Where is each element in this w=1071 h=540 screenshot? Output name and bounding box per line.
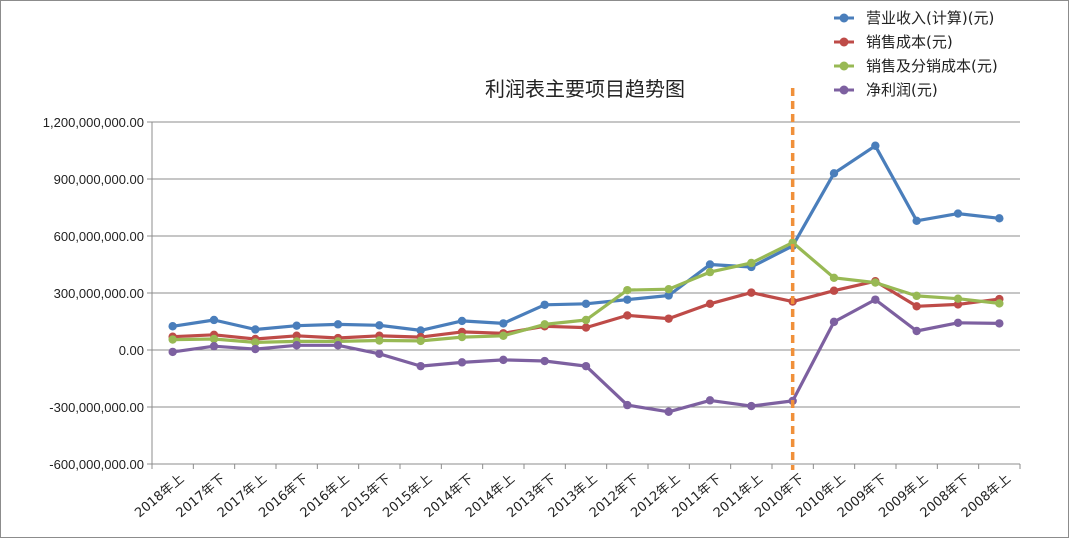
data-point: [747, 258, 756, 268]
data-point: [416, 326, 425, 335]
data-point: [581, 299, 591, 309]
data-point: [168, 322, 177, 331]
data-point: [581, 315, 591, 325]
data-point: [705, 396, 715, 405]
data-point: [623, 400, 632, 410]
legend-entry: 净利润(元): [866, 81, 938, 99]
data-point: [251, 344, 260, 354]
data-point: [375, 349, 384, 358]
data-point: [664, 291, 673, 300]
data-point: [623, 285, 632, 295]
data-point: [581, 323, 591, 332]
data-point: [912, 302, 921, 311]
data-point: [499, 319, 508, 328]
data-point: [953, 209, 963, 218]
data-point: [499, 331, 508, 340]
data-point: [623, 295, 632, 304]
legend-entry: 销售及分销成本(元): [866, 57, 998, 75]
data-point: [995, 299, 1004, 308]
legend-entry: 销售成本(元): [866, 33, 953, 51]
y-tick-label: 1,200,000,000.00: [43, 115, 144, 130]
data-point: [664, 285, 673, 294]
data-point: [705, 267, 715, 277]
data-point: [871, 278, 880, 287]
data-point: [540, 320, 549, 329]
data-point: [829, 317, 839, 327]
y-tick-label: 900,000,000.00: [54, 172, 144, 187]
data-point: [829, 169, 839, 178]
data-point: [747, 288, 756, 297]
data-point: [747, 401, 756, 411]
data-point: [581, 361, 591, 371]
data-point: [209, 315, 219, 325]
data-point: [375, 336, 384, 345]
data-point: [540, 300, 549, 309]
data-point: [912, 216, 921, 225]
data-point: [457, 332, 467, 342]
data-point: [540, 356, 549, 366]
data-point: [168, 347, 177, 357]
data-point: [251, 325, 260, 334]
data-point: [251, 338, 260, 347]
y-tick-label: 0.00: [119, 343, 144, 358]
data-point: [333, 320, 343, 329]
series-lines: [168, 141, 1004, 416]
data-point: [912, 326, 921, 336]
x-axis-tick-labels: 2018年上2017年下2017年上2016年下2016年上2015年下2015…: [132, 472, 1014, 521]
data-point: [953, 318, 963, 328]
data-point: [292, 341, 301, 350]
y-tick-label: -300,000,000.00: [49, 400, 144, 415]
legend-swatch-marker: [839, 13, 849, 23]
legend-swatch-marker: [839, 85, 849, 95]
data-point: [953, 294, 963, 303]
data-point: [829, 286, 839, 295]
data-point: [664, 407, 673, 416]
data-point: [457, 358, 467, 367]
y-tick-label: 600,000,000.00: [54, 229, 144, 244]
data-point: [623, 311, 632, 320]
data-point: [333, 341, 343, 350]
data-point: [457, 316, 467, 326]
data-point: [292, 321, 301, 330]
legend-swatch-marker: [839, 37, 849, 47]
data-point: [499, 355, 508, 365]
data-point: [788, 238, 797, 247]
grid-lines: [152, 121, 1020, 465]
y-tick-label: -600,000,000.00: [49, 457, 144, 472]
data-point: [912, 291, 921, 301]
data-point: [416, 336, 425, 346]
data-point: [705, 299, 715, 309]
y-axis-tick-labels: 1,200,000,000.00 900,000,000.00 600,000,00…: [43, 115, 144, 472]
data-point: [995, 319, 1004, 328]
data-point: [168, 335, 177, 344]
chart-title: 利润表主要项目趋势图: [485, 77, 685, 101]
legend-entry: 营业收入(计算)(元): [866, 9, 994, 27]
data-point: [375, 321, 384, 330]
data-point: [871, 295, 880, 304]
y-tick-label: 300,000,000.00: [54, 286, 144, 301]
data-point: [416, 361, 425, 371]
data-point: [705, 260, 715, 269]
data-point: [209, 342, 219, 351]
data-point: [871, 141, 880, 150]
data-point: [829, 273, 839, 282]
data-point: [664, 314, 673, 323]
data-point: [209, 334, 219, 344]
legend: 营业收入(计算)(元) 销售成本(元) 销售及分销成本(元) 净利润(元): [834, 9, 998, 99]
data-point: [995, 214, 1004, 223]
legend-swatch-marker: [839, 61, 849, 71]
axes: [147, 121, 1021, 469]
